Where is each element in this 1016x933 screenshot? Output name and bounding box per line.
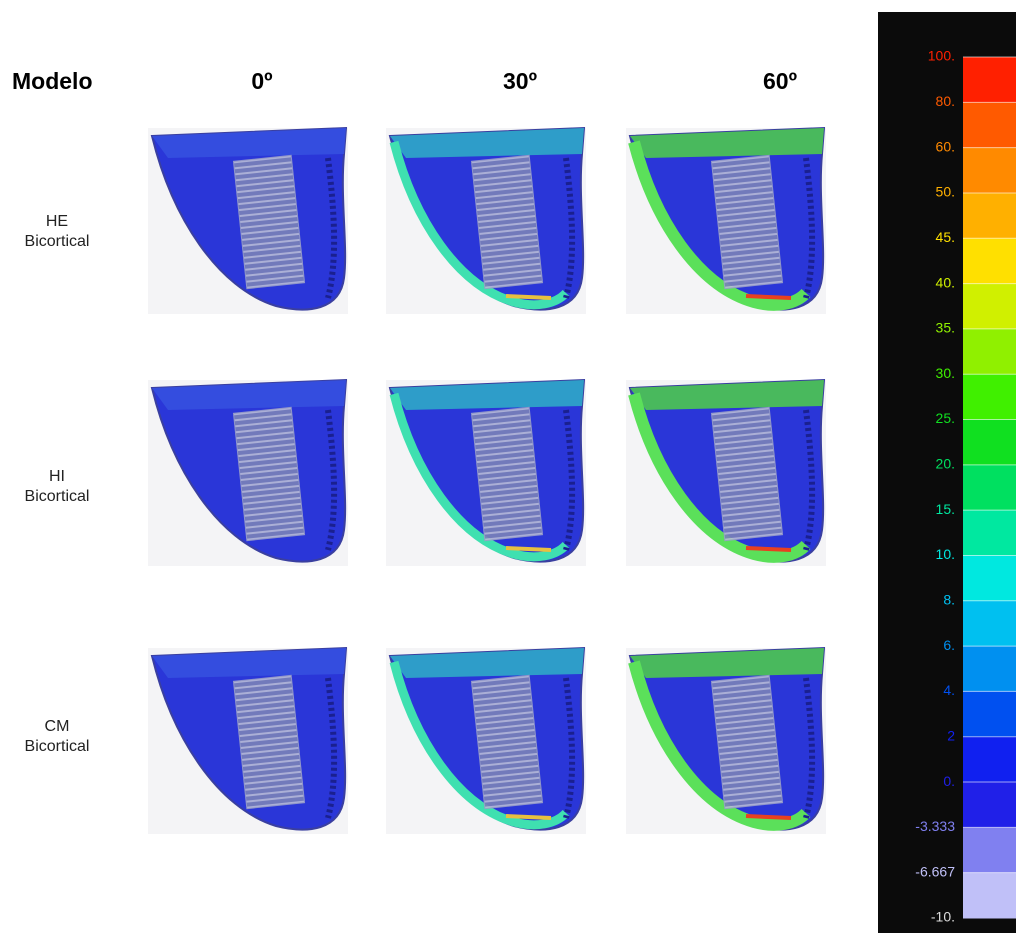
legend-label: 45. — [936, 229, 955, 245]
legend-label: -3.333 — [915, 818, 955, 834]
legend-band — [963, 329, 1016, 375]
row-label: Bicortical — [25, 488, 90, 505]
legend-band — [963, 465, 1016, 511]
corner-label: Modelo — [12, 68, 93, 94]
figure: Modelo 0º 30º 60º HE Bicortical HI Bicortical C… — [0, 0, 1016, 933]
legend-band — [963, 284, 1016, 330]
fea-image — [626, 380, 826, 566]
legend-label: 50. — [936, 184, 955, 200]
legend-band — [963, 555, 1016, 601]
legend-band — [963, 374, 1016, 420]
legend-band — [963, 827, 1016, 873]
legend-band — [963, 691, 1016, 737]
legend-label: 30. — [936, 365, 955, 381]
legend-label: 40. — [936, 274, 955, 290]
legend-label: -6.667 — [915, 863, 955, 879]
row-label: Bicortical — [25, 738, 90, 755]
row-label: Bicortical — [25, 233, 90, 250]
legend-band — [963, 193, 1016, 239]
legend-band — [963, 601, 1016, 647]
legend-label: 35. — [936, 320, 955, 336]
legend-label: 15. — [936, 501, 955, 517]
legend-label: 25. — [936, 410, 955, 426]
stress-hot — [506, 296, 551, 298]
legend-label: 2 — [947, 727, 955, 743]
legend-band — [963, 873, 1016, 919]
legend-label: 6. — [943, 637, 955, 653]
legend-label: 8. — [943, 591, 955, 607]
legend-band — [963, 510, 1016, 556]
stress-hot — [746, 816, 791, 818]
column-header: 60º — [763, 68, 797, 94]
legend-label: -10. — [931, 909, 955, 925]
row-label: CM — [45, 718, 70, 735]
legend-label: 80. — [936, 93, 955, 109]
fea-image — [626, 128, 826, 314]
legend-label: 20. — [936, 456, 955, 472]
legend-band — [963, 646, 1016, 692]
legend-label: 0. — [943, 773, 955, 789]
legend-band — [963, 737, 1016, 783]
fea-image — [386, 648, 586, 834]
row-label: HE — [46, 213, 68, 230]
legend-band — [963, 238, 1016, 284]
stress-hot — [746, 296, 791, 298]
stress-hot — [506, 548, 551, 550]
fea-image — [148, 648, 348, 834]
legend-band — [963, 148, 1016, 194]
column-header: 0º — [251, 68, 272, 94]
fea-image — [386, 128, 586, 314]
stress-hot — [506, 816, 551, 818]
legend-label: 4. — [943, 682, 955, 698]
fea-image — [626, 648, 826, 834]
legend-label: 100. — [928, 48, 955, 64]
column-header: 30º — [503, 68, 537, 94]
stress-hot — [746, 548, 791, 550]
fea-image — [148, 128, 348, 314]
legend-band — [963, 102, 1016, 148]
legend-band — [963, 420, 1016, 466]
legend-label: 10. — [936, 546, 955, 562]
legend-band — [963, 782, 1016, 828]
fea-image — [148, 380, 348, 566]
legend-band — [963, 57, 1016, 103]
row-label: HI — [49, 468, 65, 485]
fea-image — [386, 380, 586, 566]
legend-label: 60. — [936, 138, 955, 154]
